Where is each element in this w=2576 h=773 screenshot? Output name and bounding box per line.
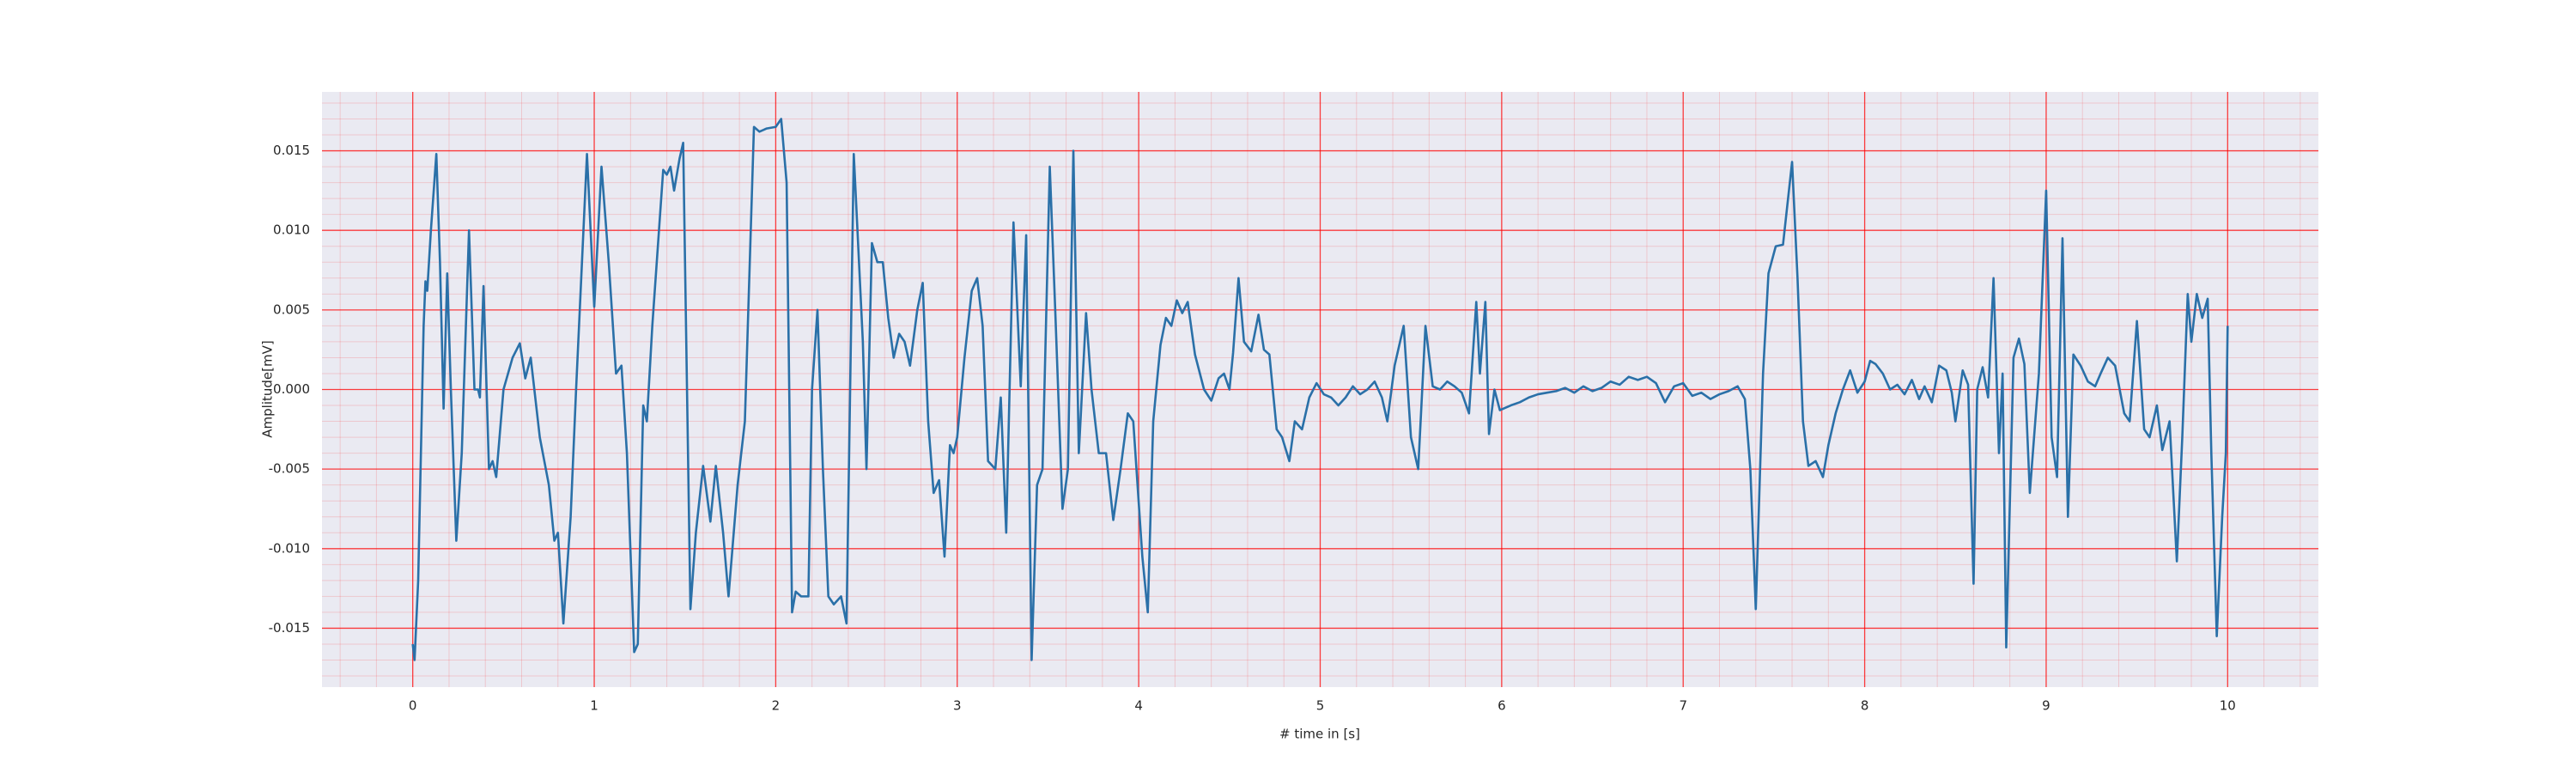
x-tick-label: 4 <box>1134 698 1143 714</box>
x-tick-label: 8 <box>1861 698 1869 714</box>
x-tick-label: 2 <box>772 698 781 714</box>
x-tick-label: 10 <box>2220 698 2236 714</box>
y-tick-label: 0.010 <box>273 222 310 238</box>
y-tick-label: 0.000 <box>273 381 310 397</box>
x-tick-label: 7 <box>1679 698 1687 714</box>
x-tick-label: 1 <box>590 698 598 714</box>
x-tick-label: 5 <box>1316 698 1325 714</box>
x-axis-label: # time in [s] <box>1279 727 1360 742</box>
x-tick-label: 9 <box>2042 698 2050 714</box>
y-axis-label: Amplitude[mV] <box>260 340 276 437</box>
y-tick-label: -0.015 <box>269 620 310 636</box>
y-tick-label: 0.015 <box>273 143 310 158</box>
x-tick-label: 6 <box>1498 698 1506 714</box>
y-tick-label: -0.010 <box>269 540 310 556</box>
y-tick-label: 0.005 <box>273 301 310 317</box>
x-tick-label: 0 <box>409 698 417 714</box>
x-tick-label: 3 <box>953 698 962 714</box>
signal-line <box>411 118 2229 661</box>
y-tick-label: -0.005 <box>269 461 310 477</box>
